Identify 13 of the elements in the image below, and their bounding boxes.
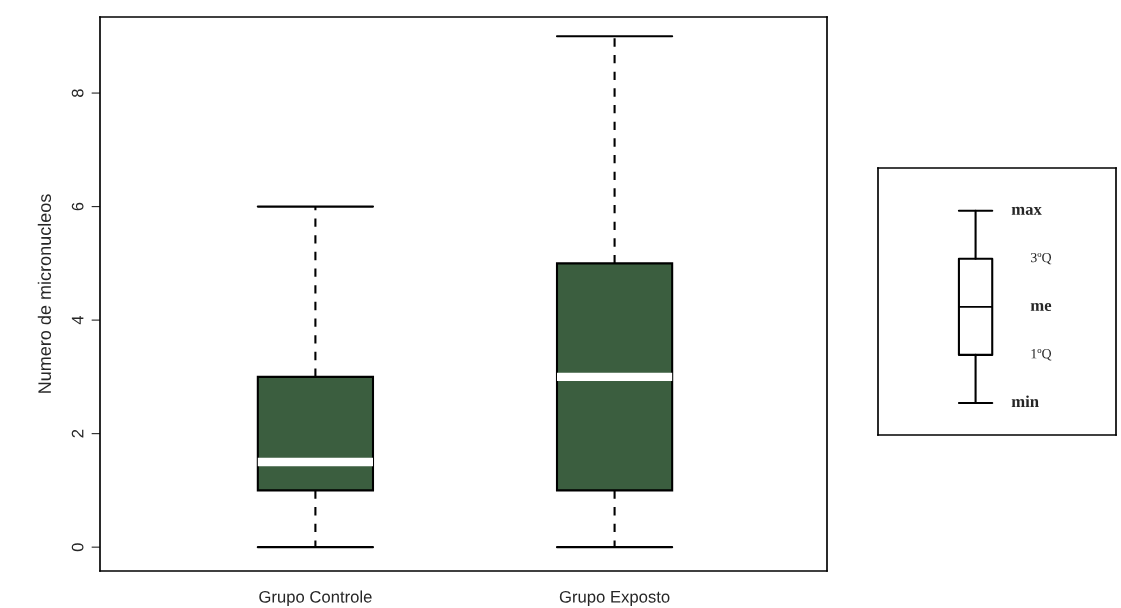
- text: min: [1011, 395, 1039, 407]
- text: 3ºQ: [1030, 252, 1052, 265]
- y-tick-label: 0: [71, 543, 84, 552]
- y-tick-label: 8: [71, 89, 84, 97]
- text: me: [1030, 302, 1052, 311]
- y-tick-label: 4: [71, 315, 84, 325]
- text: 1ºQ: [1031, 349, 1052, 361]
- x-tick-label: Grupo Exposto: [559, 590, 670, 606]
- text: max: [1011, 206, 1042, 215]
- y-axis-title: Numero de micronucleos: [37, 194, 52, 393]
- x-tick-label: Grupo Controle: [259, 590, 372, 606]
- y-tick-label: 2: [71, 429, 84, 438]
- y-tick-label: 6: [71, 202, 84, 211]
